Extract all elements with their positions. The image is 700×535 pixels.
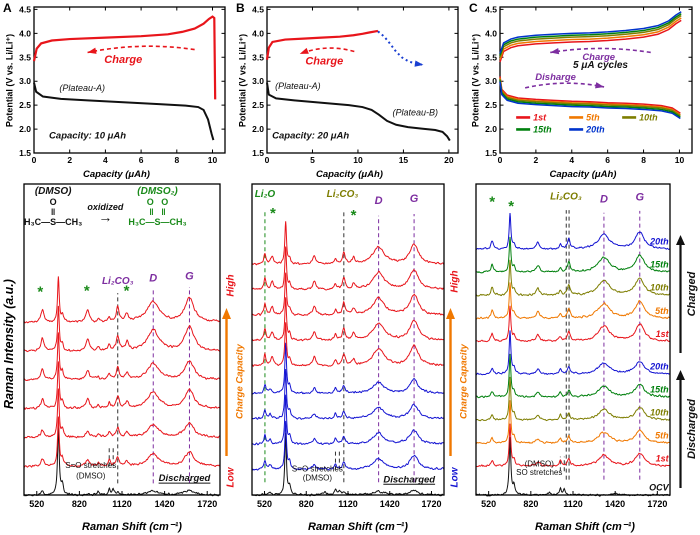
dmso-oxidation-scheme: (DMSO) O ‖ H₃C—S—CH₃ oxidized → (DMSO₂) … bbox=[24, 186, 187, 227]
high-capacity-label: High bbox=[225, 274, 237, 297]
dmso-formula: H₃C—S—CH₃ bbox=[24, 217, 83, 227]
y-axis-title-b: Potential (V vs. Li/Li⁺) bbox=[237, 33, 248, 128]
dmso2-formula: H₃C—S—CH₃ bbox=[128, 217, 187, 227]
x-axis-title-c: Capacity (μAh) bbox=[549, 169, 617, 180]
voltage-capacity-chart-b bbox=[233, 0, 466, 180]
raman-panel-2: High Charge Capacity Low Raman Shift (cm… bbox=[246, 180, 470, 535]
dmso2-label: (DMSO₂) bbox=[137, 186, 178, 197]
panel-a: A Potential (V vs. Li/Li⁺) Capacity (μAh… bbox=[0, 0, 233, 180]
right-arrow-icon: → bbox=[98, 209, 113, 225]
charge-capacity-label: Charge Capacity bbox=[234, 344, 246, 419]
charged-group-label: Charged bbox=[686, 271, 698, 317]
raman-x-axis-title-3: Raman Shift (cm⁻¹) bbox=[535, 521, 635, 533]
raman-x-axis-title-1: Raman Shift (cm⁻¹) bbox=[82, 521, 182, 533]
y-axis-title-c: Potential (V vs. Li/Li⁺) bbox=[470, 33, 481, 128]
panel-letter-a: A bbox=[3, 1, 12, 15]
dmso-oxygen: O bbox=[49, 197, 57, 207]
panel-b: B Potential (V vs. Li/Li⁺) Capacity (μAh… bbox=[233, 0, 466, 180]
dmso-double-bond: ‖ bbox=[50, 207, 56, 217]
x-axis-title-b: Capacity (μAh) bbox=[316, 169, 383, 180]
raman-x-axis-title-2: Raman Shift (cm⁻¹) bbox=[308, 521, 408, 533]
panel-letter-b: B bbox=[236, 1, 245, 15]
high-capacity-label: High bbox=[449, 270, 461, 293]
low-capacity-label: Low bbox=[225, 467, 237, 488]
raman-spectra-canvas-2 bbox=[246, 180, 470, 535]
low-capacity-label: Low bbox=[449, 467, 461, 488]
charged-arrow-icon bbox=[676, 235, 685, 353]
raman-panel-1: (DMSO) O ‖ H₃C—S—CH₃ oxidized → (DMSO₂) … bbox=[18, 180, 246, 535]
panel-letter-c: C bbox=[469, 1, 478, 15]
panel-c: C Potential (V vs. Li/Li⁺) Capacity (μAh… bbox=[466, 0, 700, 180]
voltage-capacity-chart-a bbox=[0, 0, 233, 180]
dmso2-oxygens: O O bbox=[146, 197, 169, 207]
charge-capacity-arrow-icon bbox=[446, 308, 455, 456]
y-axis-title-a: Potential (V vs. Li/Li⁺) bbox=[4, 33, 15, 128]
raman-spectra-canvas-3 bbox=[470, 180, 700, 535]
dmso-structure: (DMSO) O ‖ H₃C—S—CH₃ bbox=[24, 186, 82, 227]
dmso2-structure: (DMSO₂) O O ‖ ‖ H₃C—S—CH₃ bbox=[128, 186, 186, 227]
oxidized-label: oxidized bbox=[87, 202, 124, 212]
raman-intensity-axis-title: Raman Intensity (a.u.) bbox=[2, 279, 16, 409]
x-axis-title-a: Capacity (μAh) bbox=[83, 169, 150, 180]
raman-spectra-canvas-1 bbox=[18, 180, 246, 535]
oxidized-arrow-group: oxidized → bbox=[87, 202, 124, 225]
voltage-capacity-chart-c bbox=[466, 0, 700, 180]
discharged-group-label: Discharged bbox=[686, 399, 698, 459]
charge-capacity-label: Charge Capacity bbox=[458, 344, 470, 419]
discharged-arrow-icon bbox=[676, 370, 685, 488]
dmso2-double-bonds: ‖ ‖ bbox=[149, 207, 166, 217]
charge-capacity-arrow-icon bbox=[222, 308, 231, 456]
raman-panel-3: Charged Discharged Raman Shift (cm⁻¹) bbox=[470, 180, 700, 535]
dmso-label: (DMSO) bbox=[34, 186, 72, 197]
